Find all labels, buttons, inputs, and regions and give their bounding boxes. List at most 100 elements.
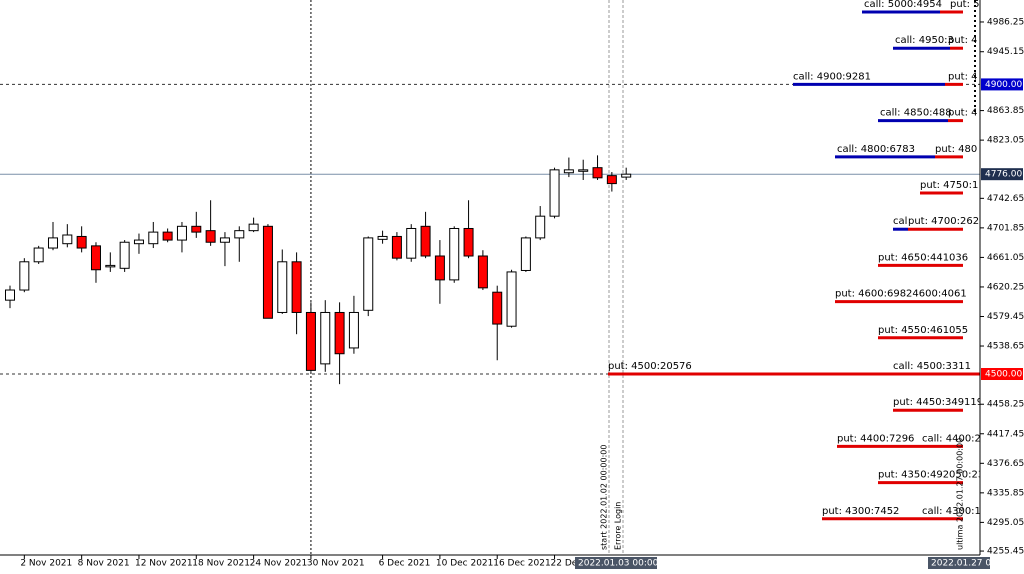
price-label-box xyxy=(981,168,1023,181)
call-label: call: 4500:3311 xyxy=(893,361,971,372)
y-tick-label: 4823.05 xyxy=(987,136,1024,146)
call-label: call: 5000:4954 xyxy=(864,0,942,10)
x-highlight-box xyxy=(575,557,657,569)
candle-body xyxy=(621,173,632,178)
y-tick-label: 4701.85 xyxy=(987,223,1024,233)
y-tick-label: 4458.25 xyxy=(987,400,1024,410)
candle-body xyxy=(191,225,202,233)
price-label-box xyxy=(981,368,1023,381)
candle-body xyxy=(47,237,58,249)
call-label: call: 4900:9281 xyxy=(793,71,871,82)
y-tick-label: 4376.65 xyxy=(987,459,1024,469)
x-tick-label: 18 Nov 2021 xyxy=(192,559,250,569)
y-tick-label: 4742.65 xyxy=(987,194,1024,204)
candle-body xyxy=(62,234,73,245)
put-label: put: 5 xyxy=(950,0,980,10)
candle-body xyxy=(5,289,15,301)
put-label: put: 4600:69824600:4061 xyxy=(835,289,967,300)
put-label: put: 4 xyxy=(948,108,978,119)
x-tick-label: 2 Nov 2021 xyxy=(20,559,72,569)
put-label: put: 4500:20576 xyxy=(608,361,692,372)
x-tick-label: 16 Dec 2021 xyxy=(493,559,550,569)
candle-body xyxy=(520,237,531,271)
candle-body xyxy=(377,235,388,240)
y-tick-label: 4661.05 xyxy=(987,253,1024,263)
candle-body xyxy=(148,231,159,245)
put-label: put: 4750:1 xyxy=(920,180,978,191)
put-label: put: 4400:7296 xyxy=(837,433,914,444)
candle-body xyxy=(406,227,417,259)
candle-body xyxy=(305,311,316,371)
candle-body xyxy=(277,261,288,313)
put-label: put: 4550:461055 xyxy=(878,325,968,336)
put-label: put: 480 xyxy=(935,144,977,155)
candle-body xyxy=(105,264,116,268)
candle-body xyxy=(549,169,560,217)
x-highlight-label: 2022.01.03 00:00 xyxy=(578,559,659,569)
x-highlight-label: 2022.01.27 00:00 xyxy=(931,559,1012,569)
x-tick-label: 8 Nov 2021 xyxy=(78,559,130,569)
x-tick-label: 24 Nov 2021 xyxy=(250,559,308,569)
candle-body xyxy=(563,169,574,174)
call-label: call: 4400:23 xyxy=(922,433,987,444)
candle-body xyxy=(592,167,603,179)
candle-body xyxy=(434,255,445,281)
candle-body xyxy=(334,311,345,355)
candle-body xyxy=(291,261,302,313)
x-highlight-box xyxy=(928,557,990,569)
call-label: call: 4300:16 xyxy=(922,506,987,517)
put-label: put: 4450:349119 xyxy=(893,397,983,408)
put-label: put: 4300:7452 xyxy=(822,506,899,517)
candle-body xyxy=(391,235,402,259)
y-tick-label: 4255.45 xyxy=(987,547,1024,557)
candle-body xyxy=(162,231,173,241)
candle-body xyxy=(176,225,187,241)
put-label: put: 4350:492050:23 xyxy=(878,470,984,481)
call-label: call: 4950:3 xyxy=(895,35,954,46)
call-label: cal xyxy=(893,216,907,227)
candle-body xyxy=(234,230,245,239)
price-label: 4776.00 xyxy=(985,170,1022,180)
price-label: 4500.00 xyxy=(985,370,1022,380)
y-tick-label: 4863.85 xyxy=(987,106,1024,116)
y-tick-label: 4335.85 xyxy=(987,488,1024,498)
candle-body xyxy=(477,255,488,289)
candle-body xyxy=(205,230,216,243)
vertical-note: start 2022.01.02 00:00:00 xyxy=(600,445,609,550)
call-label: call: 4800:6783 xyxy=(837,144,915,155)
candle-body xyxy=(363,237,374,311)
candle-body xyxy=(506,271,517,327)
x-tick-label: 10 Dec 2021 xyxy=(436,559,494,569)
y-tick-label: 4579.45 xyxy=(987,312,1024,322)
candle-body xyxy=(606,175,617,185)
candle-body xyxy=(248,223,259,232)
x-tick-label: 6 Dec 2021 xyxy=(379,559,431,569)
candle-body xyxy=(348,311,359,349)
candle-body xyxy=(535,215,546,239)
candle-body xyxy=(19,261,30,291)
candle-body xyxy=(492,291,503,325)
candle-body xyxy=(90,245,101,271)
candle-body xyxy=(262,225,273,319)
put-label: put: 4 xyxy=(948,35,978,46)
candle-body xyxy=(578,169,589,172)
candle-body xyxy=(119,241,130,269)
vertical-note: Errore Login xyxy=(614,502,623,550)
y-tick-label: 4986.25 xyxy=(987,17,1024,27)
candle-body xyxy=(463,227,474,257)
put-label: put: 4700:2625 xyxy=(908,216,985,227)
y-tick-label: 4945.15 xyxy=(987,47,1024,57)
candle-body xyxy=(133,239,144,245)
price-label-box xyxy=(981,78,1023,91)
put-label: put: 4 xyxy=(948,71,978,82)
x-tick-label: 12 Nov 2021 xyxy=(135,559,193,569)
candle-body xyxy=(33,247,44,263)
candle-body xyxy=(76,235,87,249)
y-tick-label: 4417.45 xyxy=(987,429,1024,439)
put-label: put: 4650:441036 xyxy=(878,252,968,263)
y-tick-label: 4295.05 xyxy=(987,518,1024,528)
candle-body xyxy=(219,237,230,243)
